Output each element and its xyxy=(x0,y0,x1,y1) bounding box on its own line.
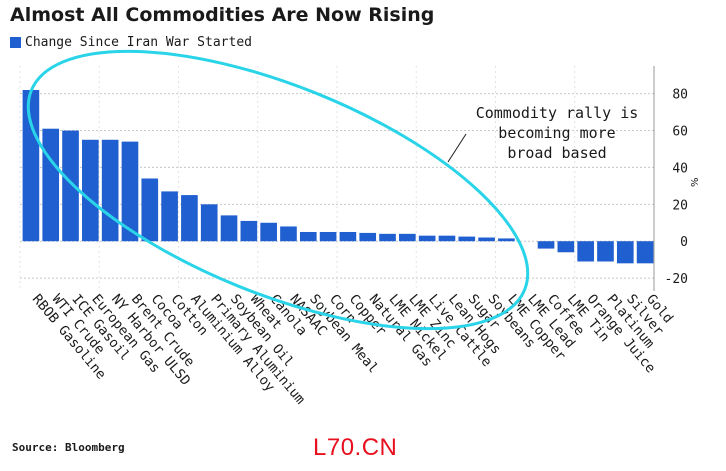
bar xyxy=(399,233,416,242)
bar xyxy=(636,241,654,264)
bar xyxy=(82,139,99,242)
legend-swatch xyxy=(10,37,21,48)
bar xyxy=(161,191,178,242)
legend-label: Change Since Iran War Started xyxy=(25,35,252,50)
bar xyxy=(478,237,495,242)
bar xyxy=(319,231,337,242)
bar xyxy=(458,236,476,242)
annotation-line: becoming more xyxy=(498,124,615,142)
bar xyxy=(299,231,317,242)
annotation-line: Commodity rally is xyxy=(476,104,639,122)
bar xyxy=(240,220,258,242)
bar xyxy=(121,141,139,242)
y-axis: -20 0 20 40 60 80% xyxy=(653,66,701,291)
bar xyxy=(220,215,238,242)
chart-legend: Change Since Iran War Started xyxy=(10,35,252,50)
bars xyxy=(22,89,654,264)
bar xyxy=(339,231,357,242)
annotation: Commodity rally is becoming more broad bas… xyxy=(476,104,639,162)
bar xyxy=(557,241,575,253)
chart-title: Almost All Commodities Are Now Rising xyxy=(10,4,435,26)
bar xyxy=(280,226,297,242)
bar xyxy=(101,139,119,242)
watermark: L70.CN xyxy=(313,434,398,461)
callout-line xyxy=(447,133,467,163)
bar xyxy=(260,222,277,242)
bar xyxy=(597,241,614,262)
bar xyxy=(537,241,555,249)
y-tick-label: 0 xyxy=(680,235,688,250)
y-tick-label: 60 xyxy=(672,125,688,140)
y-tick-label: -20 xyxy=(665,272,688,287)
bar xyxy=(200,204,218,242)
bar xyxy=(22,89,40,242)
y-tick-label: 20 xyxy=(672,198,688,213)
y-tick-label: 40 xyxy=(672,161,688,176)
bar xyxy=(498,238,515,242)
bar xyxy=(181,195,198,242)
bar xyxy=(141,178,159,242)
annotation-line: broad based xyxy=(507,144,606,162)
bar xyxy=(379,233,396,242)
bar xyxy=(438,235,456,242)
y-unit-label: % xyxy=(690,177,701,187)
y-tick-label: 80 xyxy=(672,88,688,103)
bar xyxy=(418,235,436,242)
bar xyxy=(359,232,377,242)
highlight-ellipse xyxy=(26,49,530,331)
bar xyxy=(577,241,594,262)
bar xyxy=(62,130,79,242)
bar xyxy=(42,128,60,242)
source-note: Source: Bloomberg xyxy=(12,441,125,454)
bar xyxy=(616,241,634,264)
